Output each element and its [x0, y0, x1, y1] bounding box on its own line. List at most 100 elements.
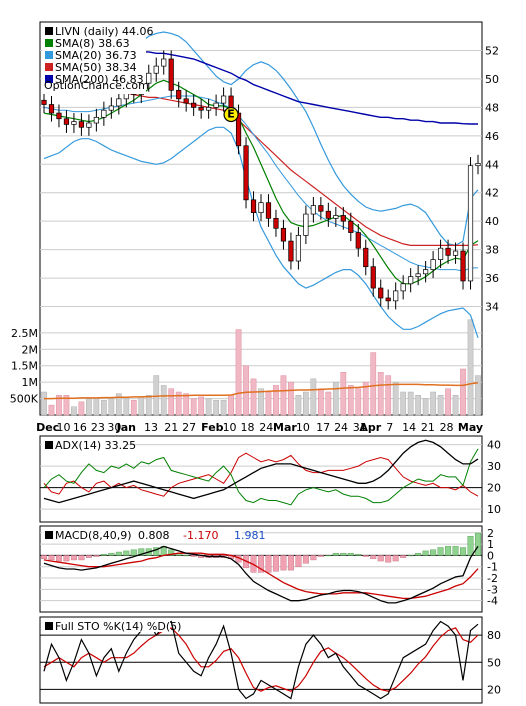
macd-hist-bar: [340, 552, 347, 556]
candle-body: [355, 232, 361, 249]
candle-body: [437, 247, 444, 260]
macd-hist-bar: [460, 547, 467, 556]
volume-bar: [407, 391, 414, 416]
macd-tick-label: 2: [487, 527, 494, 540]
candle-body: [206, 107, 212, 111]
macd-hist-bar: [370, 555, 377, 560]
price-tick-label: 40: [485, 215, 499, 228]
macd-hist-bar: [362, 555, 369, 557]
price-tick-label: 36: [485, 272, 499, 285]
volume-bar: [160, 385, 167, 416]
legend-swatch: [45, 75, 53, 83]
date-label: 21: [164, 421, 178, 434]
macd-hist-bar: [272, 555, 279, 572]
candle-body: [288, 240, 294, 262]
volume-bar: [400, 391, 407, 416]
macd-line: [43, 545, 479, 604]
candle-body: [258, 202, 264, 213]
candle-body: [176, 89, 182, 100]
candle-body: [348, 220, 354, 233]
date-label: 10: [223, 421, 237, 434]
date-label: Dec: [36, 421, 59, 434]
volume-bar: [475, 375, 481, 416]
date-label: 18: [241, 421, 255, 434]
macd-hist-bar: [55, 555, 62, 562]
macd-hist-bar: [385, 555, 392, 563]
macd-hist-bar: [437, 547, 444, 556]
price-axis-ticks: 34 36 38 40 42 44 46 48 50 52: [485, 44, 499, 313]
price-tick-label: 46: [485, 130, 499, 143]
volume-bar: [288, 381, 294, 416]
date-label: 27: [182, 421, 196, 434]
candle-body: [108, 105, 114, 111]
candle-body: [295, 235, 302, 262]
macd-hist-bar: [280, 555, 287, 571]
macd-legend-value: 0.808: [138, 529, 170, 542]
sto-axis-ticks: 20 50 80: [487, 629, 501, 696]
volume-bar: [63, 395, 70, 416]
volume-bar: [213, 399, 219, 416]
candle-body: [452, 250, 459, 256]
volume-bar: [108, 398, 115, 416]
date-label: 28: [440, 421, 454, 434]
date-label: 21: [421, 421, 435, 434]
price-tick-label: 44: [485, 158, 499, 171]
volume-bar: [41, 391, 47, 416]
macd-hist-bar: [115, 551, 122, 556]
adx-axis-ticks: 10 20 30 40: [487, 439, 501, 516]
adx-tick-label: 40: [487, 439, 501, 452]
sto-d-line: [43, 627, 479, 692]
volume-bar: [362, 381, 369, 416]
macd-hist-bar: [325, 555, 332, 557]
candle-body: [161, 58, 167, 67]
macd-legend-hist: 1.981: [234, 529, 266, 542]
macd-legend-signal: -1.170: [183, 529, 218, 542]
date-label: Feb: [201, 421, 224, 434]
svg-text:E: E: [227, 107, 235, 120]
legend-entry: SMA(20) 36.73: [55, 49, 137, 62]
volume-bar: [220, 399, 227, 416]
volume-bar: [78, 401, 85, 416]
macd-hist-bar: [287, 555, 294, 571]
macd-hist-bar: [467, 535, 474, 556]
candle-body: [310, 205, 316, 215]
candle-body: [191, 102, 197, 108]
macd-hist-bar: [183, 555, 190, 557]
volume-bar: [250, 378, 257, 416]
sto-legend-text: Full STO %K(14) %D(5): [55, 620, 181, 633]
volume-bar: [205, 398, 212, 416]
volume-tick-label: 2.5M: [11, 327, 38, 340]
legend-swatch: [45, 27, 53, 35]
macd-hist-bar: [302, 555, 309, 564]
volume-bar: [347, 385, 354, 416]
volume-bar: [115, 393, 122, 416]
volume-bar: [422, 398, 429, 416]
candle-body: [265, 202, 272, 219]
volume-bar: [198, 396, 205, 416]
volume-bar: [325, 391, 332, 416]
macd-hist-bar: [452, 546, 459, 556]
macd-hist-bar: [310, 555, 317, 561]
candle-body: [116, 98, 122, 107]
macd-hist-bar: [48, 555, 55, 561]
candle-body: [101, 109, 107, 118]
volume-bar: [190, 398, 197, 416]
sto-tick-label: 20: [487, 683, 501, 696]
volume-bar: [280, 375, 287, 416]
volume-bar: [445, 388, 451, 416]
date-label: 23: [91, 421, 105, 434]
adx-tick-label: 20: [487, 482, 501, 495]
adx-legend-bg: [42, 438, 126, 451]
date-label: 10: [296, 421, 310, 434]
volume-bars: [41, 319, 481, 416]
volume-bar: [183, 393, 190, 416]
volume-bar: [377, 372, 384, 416]
candle-body: [56, 112, 62, 120]
candle-body: [318, 205, 324, 212]
volume-bar: [385, 375, 392, 416]
macd-hist-bar: [265, 555, 272, 573]
macd-tick-label: -2: [487, 572, 498, 585]
candle-body: [273, 217, 279, 229]
